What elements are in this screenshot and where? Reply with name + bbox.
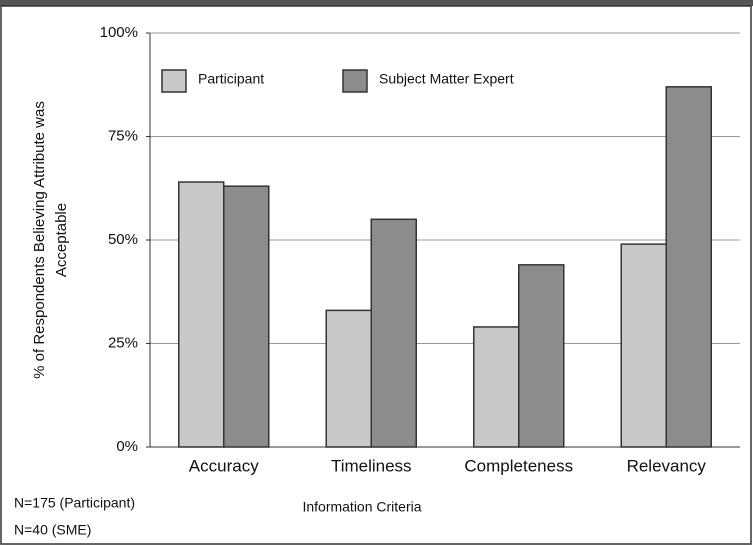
bar bbox=[223, 185, 270, 448]
y-axis-label-line: Acceptable bbox=[53, 203, 70, 277]
bar bbox=[370, 218, 417, 448]
bar bbox=[518, 264, 565, 448]
note: N=40 (SME) bbox=[14, 522, 91, 538]
x-tick-label: Relevancy bbox=[627, 456, 707, 475]
y-axis-label-line: % of Respondents Believing Attribute was bbox=[31, 101, 48, 379]
y-tick-label: 0% bbox=[116, 438, 138, 455]
x-tick-label: Completeness bbox=[464, 456, 573, 475]
y-tick-label: 75% bbox=[108, 127, 138, 144]
legend-label: Subject Matter Expert bbox=[379, 71, 514, 87]
bar bbox=[620, 243, 667, 448]
bar bbox=[178, 181, 225, 448]
legend-label: Participant bbox=[198, 71, 264, 87]
bar bbox=[325, 309, 372, 448]
note: N=175 (Participant) bbox=[14, 495, 135, 511]
bar bbox=[473, 326, 520, 448]
x-axis-label: Information Criteria bbox=[302, 499, 421, 515]
y-tick-label: 100% bbox=[100, 24, 138, 41]
y-tick-label: 50% bbox=[108, 231, 138, 248]
y-axis-label: % of Respondents Believing Attribute was… bbox=[31, 101, 70, 379]
top-border bbox=[0, 0, 753, 6]
legend-swatch bbox=[161, 69, 187, 93]
legend-swatch bbox=[342, 69, 368, 93]
y-tick-label: 25% bbox=[108, 334, 138, 351]
x-tick-label: Timeliness bbox=[331, 456, 412, 475]
frame bbox=[0, 5, 752, 545]
x-tick-label: Accuracy bbox=[189, 456, 259, 475]
bar bbox=[665, 86, 712, 448]
